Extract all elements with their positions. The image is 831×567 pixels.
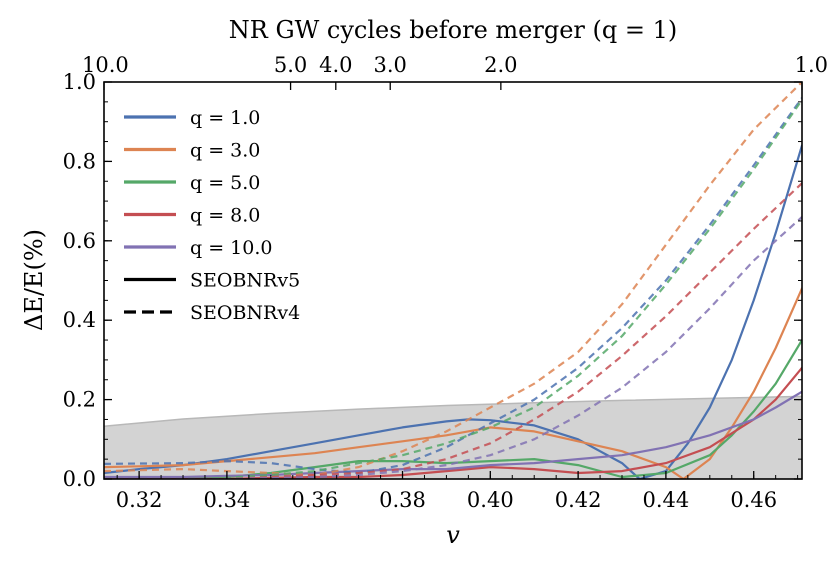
top-tick-label: 2.0	[484, 53, 517, 77]
legend-label: q = 5.0	[190, 172, 260, 194]
x-tick-label: 0.44	[643, 488, 690, 512]
x-axis-title: v	[446, 521, 460, 549]
legend-label: q = 1.0	[190, 107, 260, 129]
legend-label: q = 10.0	[190, 237, 272, 259]
x-tick-label: 0.34	[204, 488, 251, 512]
y-tick-label: 0.4	[63, 308, 96, 332]
top-tick-label: 4.0	[319, 53, 352, 77]
top-tick-label: 1.0	[795, 53, 828, 77]
x-tick-label: 0.36	[291, 488, 338, 512]
top-tick-label: 5.0	[274, 53, 307, 77]
x-tick-label: 0.38	[379, 488, 426, 512]
series-line-q-8-0-seobnrv5	[104, 366, 802, 479]
top-tick-label: 10.0	[82, 53, 129, 77]
top-tick-label: 3.0	[374, 53, 407, 77]
legend-label: q = 8.0	[190, 205, 260, 227]
x-tick-label: 0.32	[116, 488, 163, 512]
x-tick-label: 0.42	[555, 488, 602, 512]
x-tick-label: 0.46	[730, 488, 777, 512]
series-line-q-1-0-seobnrv4	[104, 97, 802, 475]
legend-label: SEOBNRv5	[190, 270, 300, 292]
series-line-q-10-0-seobnrv5	[104, 390, 802, 479]
x-tick-label: 0.40	[467, 488, 514, 512]
legend-label: SEOBNRv4	[190, 302, 300, 324]
y-tick-label: 1.0	[63, 70, 96, 94]
top-axis-title: NR GW cycles before merger (q = 1)	[229, 16, 677, 44]
nr-error-band	[104, 395, 802, 479]
y-tick-label: 0.6	[63, 229, 96, 253]
legend-label: q = 3.0	[190, 140, 260, 162]
y-tick-label: 0.2	[63, 388, 96, 412]
y-tick-label: 0.8	[63, 149, 96, 173]
legend: q = 1.0 q = 3.0 q = 5.0 q = 8.0 q = 10.0 SEOB…	[124, 107, 300, 324]
series-line-q-3-0-seobnrv4	[104, 82, 802, 477]
y-tick-label: 0.0	[63, 467, 96, 491]
nr-error-band-edge	[104, 395, 802, 427]
series-line-q-1-0-seobnrv5	[104, 144, 802, 479]
nr-error-band-fill	[104, 396, 802, 479]
axes: 0.32 0.34 0.36 0.38 0.40 0.42 0.44 0.46 0.0 0.2 0.…	[63, 53, 828, 512]
y-axis-title: ΔE/E(%)	[20, 229, 48, 331]
